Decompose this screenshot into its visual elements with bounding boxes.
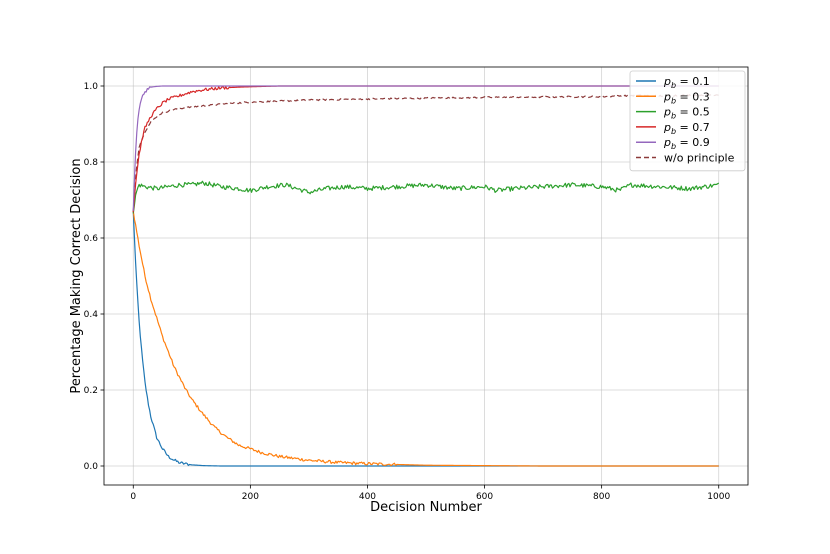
y-tick-label: 0.4 <box>84 310 99 320</box>
series-line-pb09 <box>132 85 719 211</box>
x-tick-label: 400 <box>359 492 376 502</box>
y-tick-label: 0.2 <box>84 386 98 396</box>
legend-label-pb09: pb = 0.9 <box>663 136 710 151</box>
x-tick-label: 0 <box>130 492 136 502</box>
axis-ticks: 0 200 400 600 800 1000 0.0 0.2 0.4 0.6 0.8 1.0 <box>84 82 731 502</box>
legend-label-pb07: pb = 0.7 <box>663 121 710 136</box>
y-tick-label: 1.0 <box>84 82 99 92</box>
x-tick-label: 200 <box>242 492 259 502</box>
y-tick-label: 0.0 <box>84 462 99 472</box>
y-axis-label: Percentage Making Correct Decision <box>69 158 84 393</box>
x-tick-label: 600 <box>476 492 493 502</box>
series-line-wo <box>132 93 719 212</box>
legend-label-pb01: pb = 0.1 <box>663 75 710 90</box>
legend: pb = 0.1pb = 0.3pb = 0.5pb = 0.7pb = 0.9… <box>629 70 746 172</box>
x-tick-label: 800 <box>593 492 610 502</box>
legend-label-wo: w/o principle <box>664 152 735 165</box>
series-line-pb03 <box>132 211 719 467</box>
series-lines <box>132 85 720 467</box>
series-line-pb05 <box>132 180 720 214</box>
legend-label-pb03: pb = 0.3 <box>663 90 710 105</box>
y-tick-label: 0.8 <box>84 158 99 168</box>
x-axis-label: Decision Number <box>370 500 482 515</box>
legend-box <box>629 70 746 172</box>
plot-frame <box>103 66 749 486</box>
x-tick-label: 1000 <box>707 492 730 502</box>
legend-label-pb05: pb = 0.5 <box>663 106 710 121</box>
y-tick-label: 0.6 <box>84 234 99 244</box>
